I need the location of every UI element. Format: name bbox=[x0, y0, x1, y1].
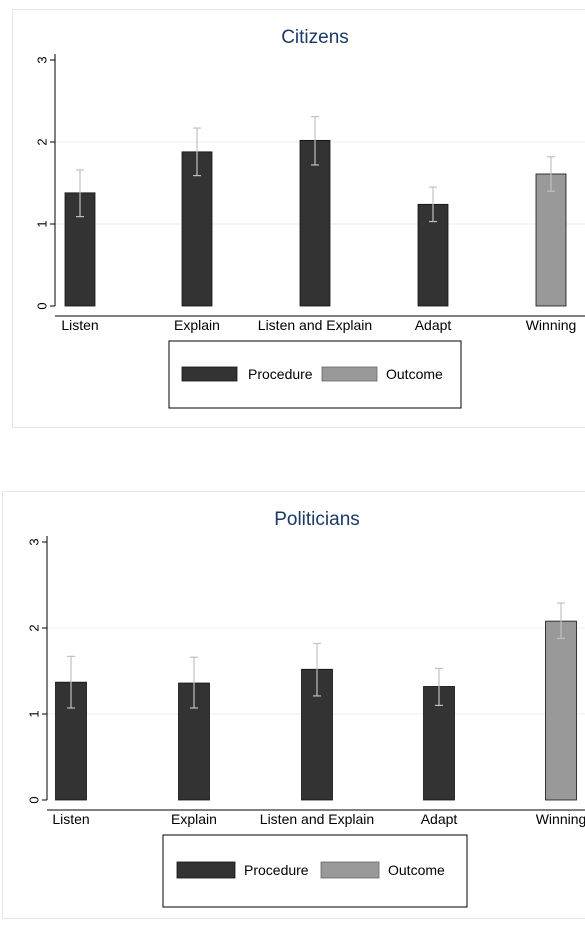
politicians-category-label: Listen bbox=[52, 811, 89, 827]
citizens-y-tick-label: 0 bbox=[34, 302, 49, 309]
politicians-category-label: Explain bbox=[171, 811, 217, 827]
citizens-category-label: Listen and Explain bbox=[258, 317, 372, 333]
politicians-y-tick-label: 2 bbox=[26, 624, 41, 631]
politicians-y-tick-label: 0 bbox=[26, 796, 41, 803]
politicians-legend-swatch-outcome bbox=[320, 861, 380, 879]
politicians-bar bbox=[545, 620, 577, 801]
politicians-chart-title: Politicians bbox=[274, 509, 360, 530]
citizens-chart-title: Citizens bbox=[281, 27, 349, 48]
politicians-y-tick-label: 1 bbox=[26, 710, 41, 717]
politicians-legend-label-procedure: Procedure bbox=[244, 862, 309, 878]
citizens-legend-swatch-outcome bbox=[321, 366, 378, 382]
citizens-category-label: Adapt bbox=[415, 317, 452, 333]
chart-svg-politicians: Politicians 0 1 2 3 Listen Explain Listen and E… bbox=[26, 509, 585, 908]
politicians-category-label: Listen and Explain bbox=[260, 811, 374, 827]
citizens-bar bbox=[535, 173, 567, 307]
chart-panel-politicians: Politicians 0 1 2 3 Listen Explain Listen and E… bbox=[2, 491, 585, 919]
politicians-legend-swatch-procedure bbox=[176, 861, 236, 879]
chart-panel-citizens: Citizens 0 1 2 3 Listen Explain Listen and Expl… bbox=[12, 9, 585, 428]
citizens-y-tick-label: 2 bbox=[34, 138, 49, 145]
citizens-category-label: Winning bbox=[526, 317, 577, 333]
politicians-y-tick-label: 3 bbox=[26, 538, 41, 545]
citizens-bar bbox=[299, 139, 331, 307]
citizens-legend-label-outcome: Outcome bbox=[386, 366, 443, 382]
citizens-bar bbox=[181, 151, 213, 307]
politicians-category-label: Winning bbox=[536, 811, 585, 827]
citizens-y-tick-label: 3 bbox=[34, 56, 49, 63]
citizens-category-label: Explain bbox=[174, 317, 220, 333]
citizens-legend-label-procedure: Procedure bbox=[248, 366, 313, 382]
politicians-legend-label-outcome: Outcome bbox=[388, 862, 445, 878]
chart-svg-citizens: Citizens 0 1 2 3 Listen Explain Listen and Expl… bbox=[34, 27, 585, 409]
politicians-category-label: Adapt bbox=[421, 811, 458, 827]
citizens-legend-swatch-procedure bbox=[181, 366, 238, 382]
citizens-category-label: Listen bbox=[61, 317, 98, 333]
citizens-y-tick-label: 1 bbox=[34, 220, 49, 227]
